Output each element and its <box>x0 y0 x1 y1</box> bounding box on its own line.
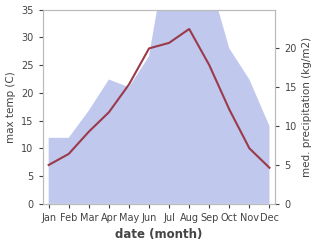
Y-axis label: max temp (C): max temp (C) <box>5 71 16 143</box>
Y-axis label: med. precipitation (kg/m2): med. precipitation (kg/m2) <box>302 37 313 177</box>
X-axis label: date (month): date (month) <box>115 228 203 242</box>
